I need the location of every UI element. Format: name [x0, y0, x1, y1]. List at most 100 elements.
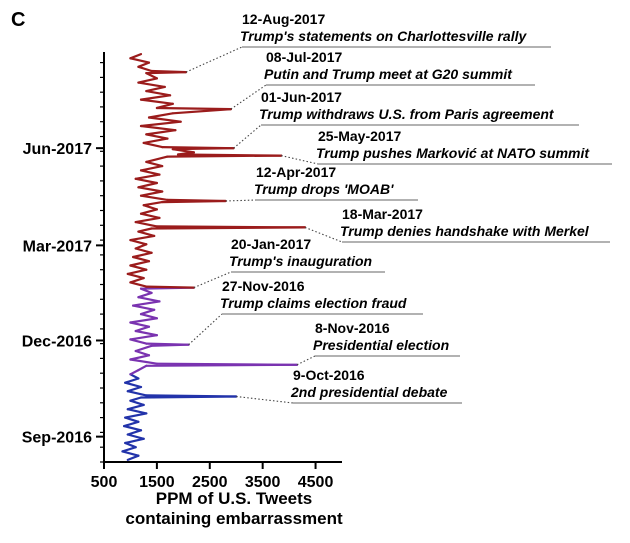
- series-segment: [137, 77, 158, 84]
- series-segment: [126, 390, 148, 397]
- series-segment: [137, 181, 158, 189]
- x-axis-label-line1: PPM of U.S. Tweets: [156, 489, 313, 508]
- series-segment: [129, 373, 140, 380]
- series-segment: [134, 243, 148, 250]
- series-segment: [139, 124, 177, 132]
- series-segment: [155, 106, 232, 111]
- series-segment: [166, 198, 227, 203]
- series-segment: [129, 234, 156, 242]
- annotation-leader: [193, 271, 232, 289]
- series-segment: [155, 225, 307, 229]
- series-segment: [124, 416, 140, 423]
- y-tick-label: Mar-2017: [23, 238, 92, 255]
- series-segment: [126, 403, 145, 411]
- series-segment: [139, 190, 164, 197]
- series-segment: [145, 394, 238, 398]
- series-segment: [139, 98, 174, 105]
- series-segment: [129, 396, 143, 402]
- x-tick-label: 2500: [192, 474, 228, 491]
- series-segment: [132, 251, 153, 259]
- series-segment: [139, 212, 161, 219]
- series-segment: [145, 285, 195, 289]
- series-segment: [145, 133, 169, 140]
- annotation-text: 2nd presidential debate: [290, 384, 448, 400]
- annotation-date: 12-Aug-2017: [242, 11, 325, 27]
- annotation-date: 01-Jun-2017: [261, 89, 342, 105]
- series-segment: [129, 239, 148, 246]
- series-segment: [134, 216, 161, 224]
- annotation-text: Trump pushes Marković at NATO summit: [316, 145, 590, 161]
- x-axis-label-line2: containing embarrassment: [125, 509, 343, 528]
- series-segment: [129, 264, 148, 271]
- series-segment: [137, 291, 153, 299]
- series-segment: [126, 385, 143, 393]
- series-segment: [137, 186, 164, 193]
- series-segment: [129, 317, 158, 324]
- series-segment: [129, 354, 151, 361]
- x-tick-label: 1500: [139, 474, 175, 491]
- series-segment: [145, 89, 172, 97]
- series-segment: [126, 268, 148, 275]
- annotation-date: 27-Nov-2016: [222, 278, 305, 294]
- annotation-text: Presidential election: [313, 337, 449, 353]
- series-segment: [137, 81, 166, 89]
- x-ticks: 500 1500 2500 3500 4500: [91, 462, 334, 491]
- series-segment: [145, 85, 166, 93]
- x-tick-label: 500: [91, 474, 118, 491]
- annotation-date: 20-Jan-2017: [231, 236, 311, 252]
- series-layer: [121, 52, 307, 461]
- series-segment: [122, 425, 143, 432]
- series-segment: [129, 338, 148, 345]
- annotation-leader: [236, 395, 294, 404]
- y-minor-ticks: [100, 61, 104, 463]
- series-segment: [145, 342, 190, 346]
- series-segment: [134, 349, 151, 357]
- series-segment: [129, 334, 158, 341]
- series-segment: [139, 208, 158, 215]
- y-tick-label: Sep-2016: [22, 430, 92, 447]
- series-segment: [124, 377, 140, 384]
- annotation-leader: [296, 355, 316, 366]
- series-segment: [129, 369, 140, 376]
- series-segment: [145, 160, 164, 168]
- series-segment: [145, 129, 177, 136]
- series-segment: [134, 173, 161, 180]
- series-segment: [137, 65, 153, 73]
- x-tick-label: 3500: [245, 474, 281, 491]
- series-segment: [124, 437, 145, 445]
- series-segment: [161, 146, 235, 150]
- series-segment: [147, 112, 174, 119]
- annotation-text: Trump denies handshake with Merkel: [340, 223, 590, 239]
- series-segment: [122, 420, 140, 428]
- series-segment: [137, 230, 156, 237]
- series-segment: [132, 304, 156, 311]
- series-segment: [132, 255, 151, 263]
- series-segment: [121, 450, 140, 457]
- series-segment: [134, 247, 153, 254]
- series-segment: [139, 313, 158, 320]
- series-segment: [137, 227, 153, 233]
- annotation-text: Putin and Trump meet at G20 summit: [264, 66, 513, 82]
- annotation-text: Trump drops 'MOAB': [254, 181, 394, 197]
- series-segment: [139, 169, 161, 176]
- series-segment: [134, 325, 151, 333]
- annotation-date: 25-May-2017: [318, 128, 401, 144]
- annotation-leader: [225, 199, 257, 202]
- annotation-leader: [185, 46, 243, 73]
- series-segment: [147, 116, 182, 123]
- series-segment: [137, 296, 161, 303]
- series-segment: [139, 165, 164, 172]
- series-segment: [134, 344, 153, 353]
- series-segment: [126, 429, 143, 436]
- y-ticks: Jun-2017 Mar-2017 Dec-2016 Sep-2016: [22, 141, 104, 447]
- annotation-date: 08-Jul-2017: [266, 49, 342, 65]
- annotation-text: Trump's statements on Charlottesville ra…: [240, 28, 527, 44]
- series-segment: [142, 141, 164, 149]
- x-tick-label: 4500: [298, 474, 334, 491]
- series-segment: [137, 364, 148, 372]
- y-tick-label: Jun-2017: [23, 141, 92, 158]
- annotation-text: Trump withdraws U.S. from Paris agreemen…: [259, 106, 555, 122]
- series-segment: [134, 221, 158, 228]
- annotation-leader: [233, 124, 262, 149]
- series-segment: [126, 433, 145, 440]
